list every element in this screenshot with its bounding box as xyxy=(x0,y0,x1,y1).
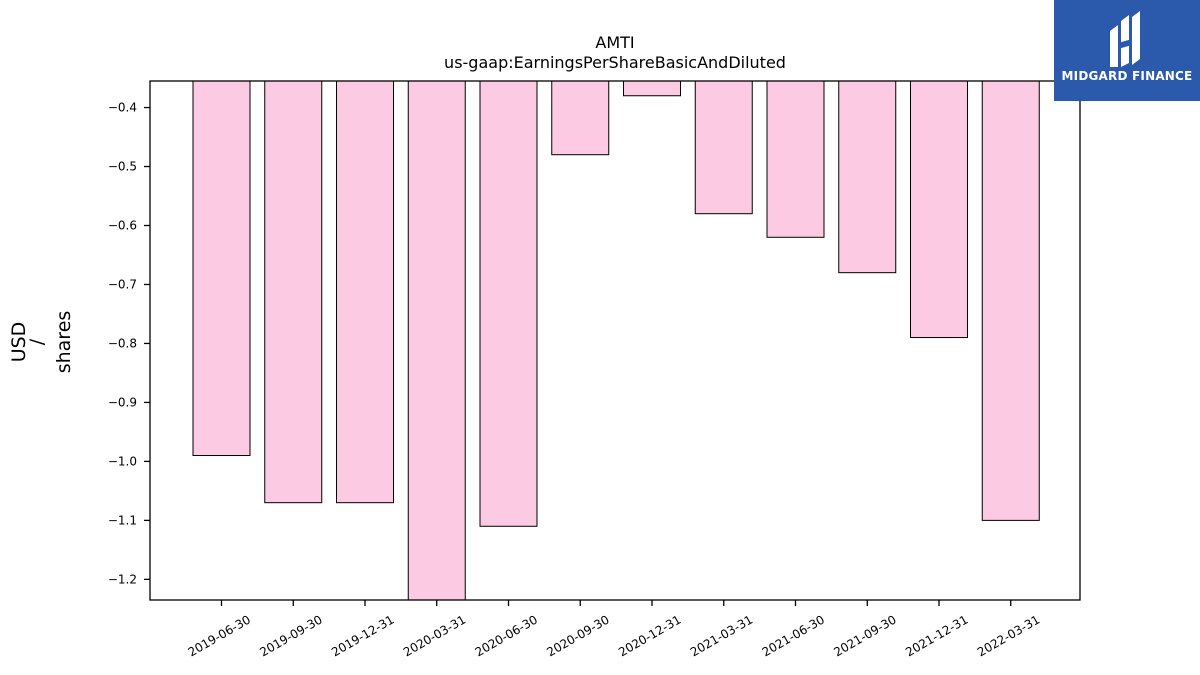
y-tick-label: −0.6 xyxy=(108,218,137,232)
bar-2021-09-30 xyxy=(838,80,897,274)
bar-2019-09-30 xyxy=(264,80,323,504)
y-axis: −0.4 −0.5 −0.6 −0.7 −0.8 −0.9 −1.0 −1.1 −1.2 xyxy=(108,101,150,586)
x-tick-label: 2021-12-31 xyxy=(903,612,970,659)
bar-2020-03-31 xyxy=(407,80,466,601)
y-axis-label-line: / xyxy=(26,338,48,345)
y-axis-label: USD/ shares xyxy=(8,311,75,374)
logo-text: MIDGARD FINANCE xyxy=(1061,69,1193,83)
x-tick-label: 2019-09-30 xyxy=(257,612,324,659)
x-tick-label: 2022-03-31 xyxy=(975,612,1042,659)
bar-2021-06-30 xyxy=(766,80,825,238)
bar-2022-03-31 xyxy=(981,80,1040,521)
bar-2020-12-31 xyxy=(623,80,681,97)
x-tick-label: 2019-12-31 xyxy=(329,612,396,659)
bar-2021-12-31 xyxy=(910,80,968,339)
x-tick-label: 2020-03-31 xyxy=(401,612,468,659)
midgard-logo-icon xyxy=(1110,11,1140,67)
x-tick-label: 2021-06-30 xyxy=(760,612,827,659)
x-tick-label: 2020-09-30 xyxy=(544,612,611,659)
x-tick-label: 2019-06-30 xyxy=(186,612,253,659)
y-tick-label: −1.0 xyxy=(108,454,137,468)
bar-2020-06-30 xyxy=(479,80,538,527)
x-tick-label: 2020-12-31 xyxy=(616,612,683,659)
midgard-finance-logo: MIDGARD FINANCE xyxy=(1054,0,1200,101)
bar-2021-03-31 xyxy=(694,80,753,215)
y-tick-label: −1.2 xyxy=(108,572,137,586)
y-tick-label: −0.9 xyxy=(108,395,137,409)
y-axis-label-line: USD xyxy=(8,322,30,363)
y-tick-label: −0.4 xyxy=(108,101,137,115)
chart-subtitle: us-gaap:EarningsPerShareBasicAndDiluted xyxy=(444,53,786,72)
x-tick-label: 2021-09-30 xyxy=(831,612,898,659)
bar-2019-12-31 xyxy=(336,80,394,504)
y-tick-label: −1.1 xyxy=(108,513,137,527)
bar-series xyxy=(192,80,1040,601)
chart-title: AMTI xyxy=(595,33,634,52)
x-axis: 2019-06-30 2019-09-30 2019-12-31 2020-03-31… xyxy=(186,600,1042,659)
y-axis-label-line: shares xyxy=(53,311,75,374)
x-tick-label: 2021-03-31 xyxy=(688,612,755,659)
plot-area-frame xyxy=(149,80,1081,601)
bar-2019-06-30 xyxy=(192,80,251,457)
x-tick-label: 2020-06-30 xyxy=(473,612,540,659)
y-tick-label: −0.5 xyxy=(108,160,137,174)
bar-2020-09-30 xyxy=(551,80,610,156)
y-tick-label: −0.8 xyxy=(108,336,137,350)
y-tick-label: −0.7 xyxy=(108,277,137,291)
